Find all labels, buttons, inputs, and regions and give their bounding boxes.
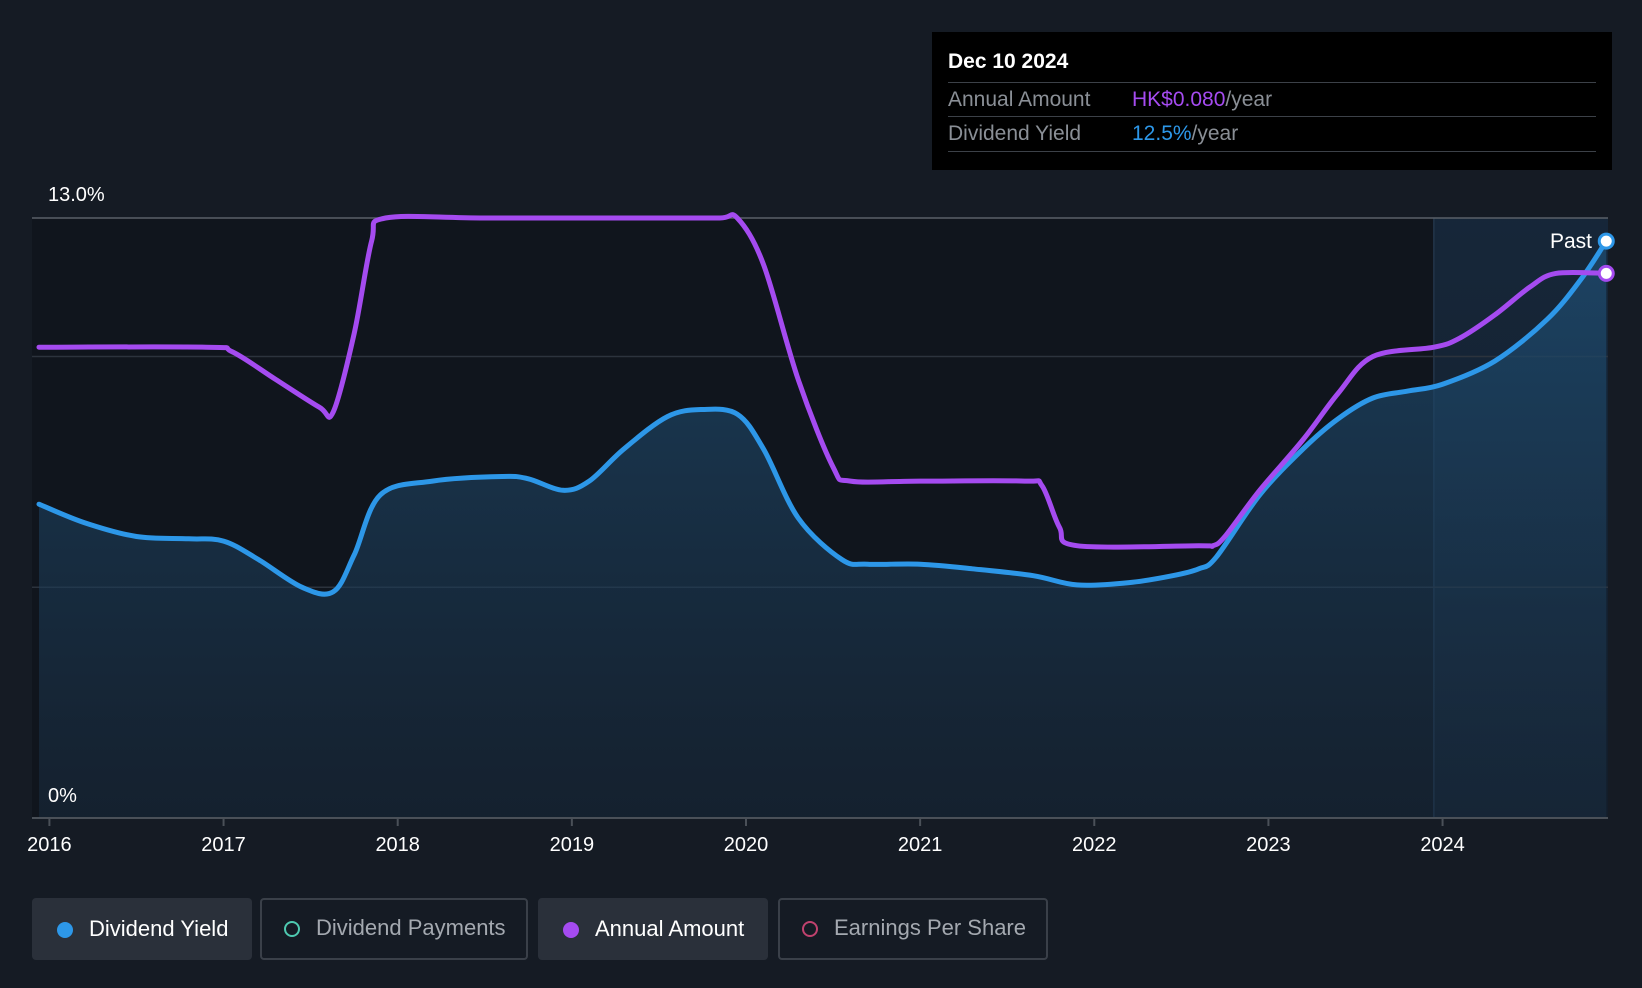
x-tick-label: 2017: [201, 834, 246, 856]
legend-button-earnings-per-share[interactable]: Earnings Per Share: [778, 898, 1048, 960]
tooltip-unit: /year: [1225, 88, 1273, 111]
x-tick-label: 2021: [898, 834, 943, 856]
legend-label: Annual Amount: [595, 916, 745, 941]
tooltip-value: HK$0.080/year: [1132, 88, 1272, 112]
legend-ring-icon: [284, 921, 300, 937]
legend-label: Dividend Payments: [316, 915, 506, 940]
x-tick-label: 2022: [1072, 834, 1117, 856]
tooltip-amount-value: HK$0.080: [1132, 88, 1226, 111]
tooltip-panel: Dec 10 2024 Annual Amount HK$0.080/year …: [932, 32, 1612, 170]
tooltip-unit: /year: [1191, 122, 1239, 145]
y-axis-label-bottom: 0%: [48, 785, 77, 807]
legend-button-dividend-payments[interactable]: Dividend Payments: [260, 898, 528, 960]
series-area-dividend-yield: [39, 241, 1607, 819]
tooltip-label: Annual Amount: [948, 88, 1091, 111]
x-tick-label: 2020: [724, 834, 769, 856]
past-label: Past: [1550, 230, 1592, 253]
x-tick-label: 2024: [1420, 834, 1465, 856]
tooltip-label: Dividend Yield: [948, 122, 1082, 145]
x-tick-label: 2016: [27, 834, 72, 856]
tooltip-yield-value: 12.5%: [1132, 122, 1192, 145]
tooltip-date: Dec 10 2024: [948, 50, 1069, 73]
legend-button-annual-amount[interactable]: Annual Amount: [538, 898, 768, 960]
x-tick-label: 2019: [550, 834, 595, 856]
y-axis-label-top: 13.0%: [48, 184, 105, 206]
series-line-annual-amount: [36, 212, 1609, 550]
x-tick-label: 2018: [375, 834, 420, 856]
tooltip-row-annual-amount: Annual Amount HK$0.080/year: [948, 82, 1596, 117]
tooltip-value: 12.5%/year: [1132, 122, 1238, 146]
legend-dot-icon: [563, 922, 579, 938]
x-tick-label: 2023: [1246, 834, 1291, 856]
legend-label: Dividend Yield: [89, 916, 229, 941]
legend-dot-icon: [57, 922, 73, 938]
series-end-marker: [1597, 264, 1615, 282]
series-end-marker: [1597, 232, 1615, 250]
legend-button-dividend-yield[interactable]: Dividend Yield: [32, 898, 252, 960]
series-line-dividend-yield: [36, 238, 1609, 597]
legend-ring-icon: [802, 921, 818, 937]
tooltip-row-dividend-yield: Dividend Yield 12.5%/year: [948, 116, 1596, 152]
legend-label: Earnings Per Share: [834, 915, 1026, 940]
